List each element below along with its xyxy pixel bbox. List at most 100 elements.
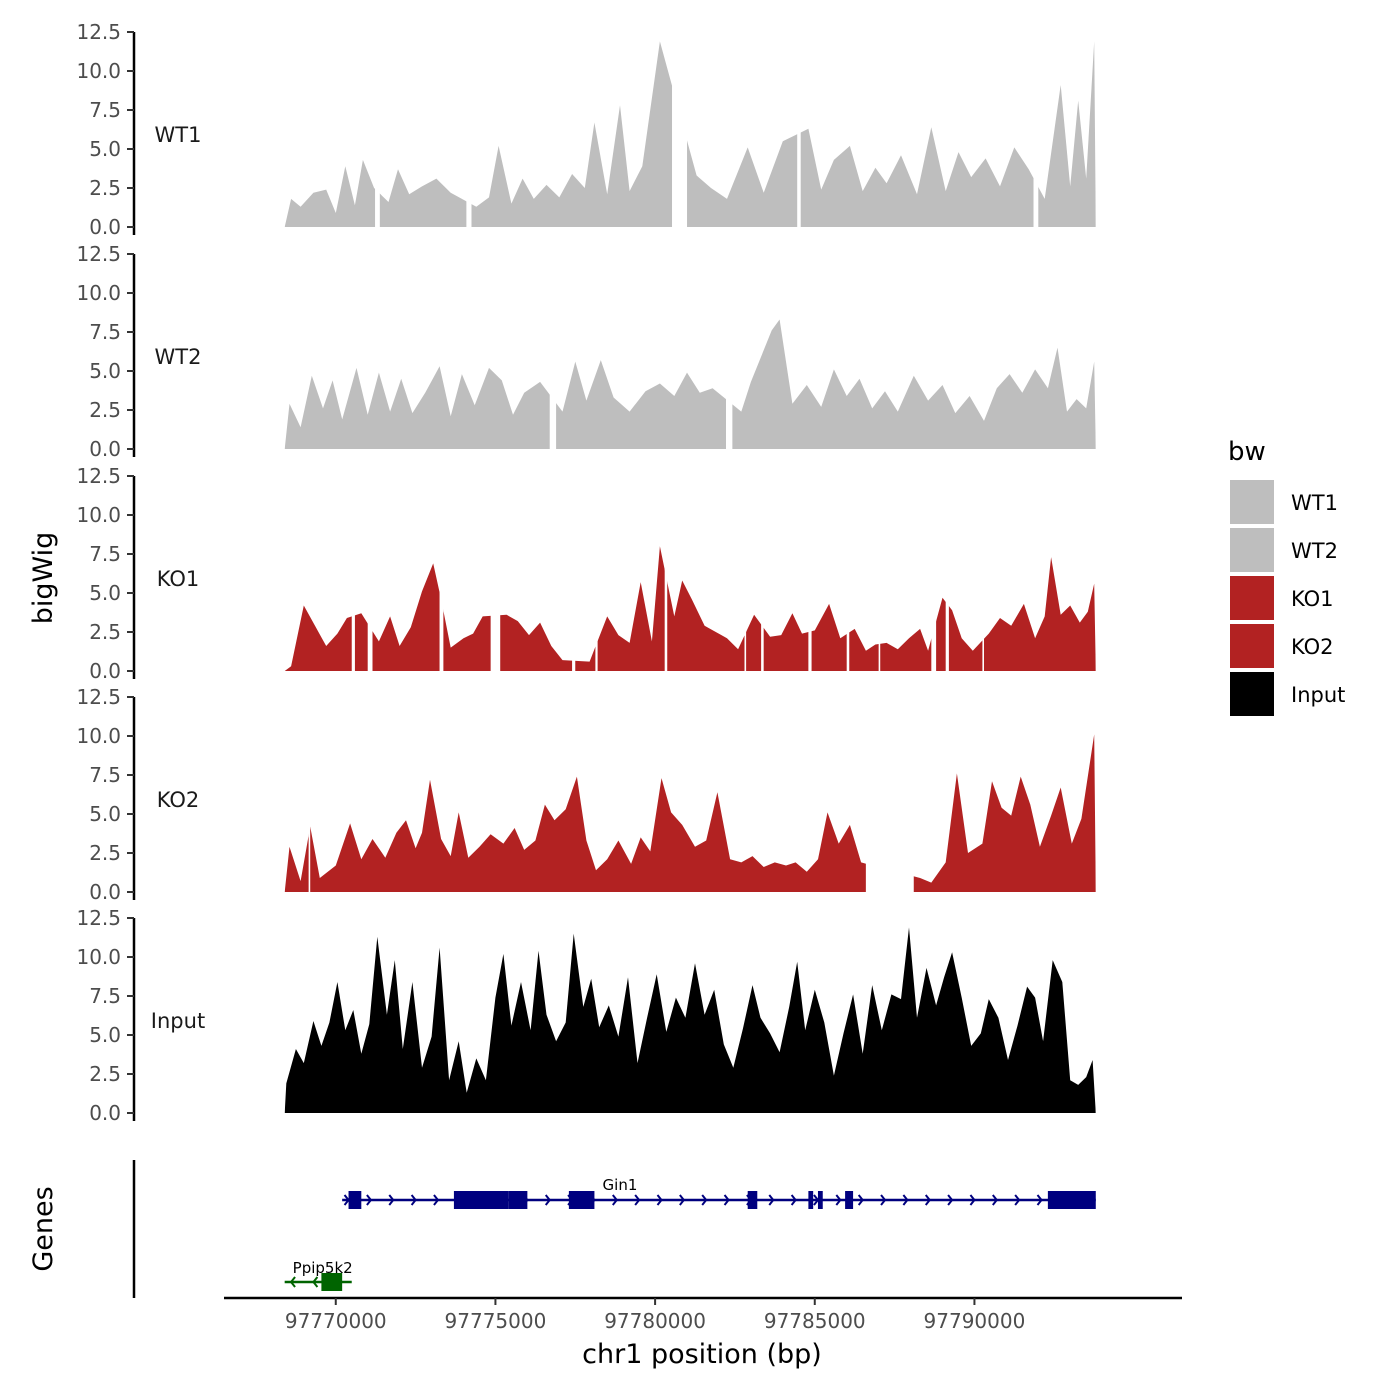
legend-swatch-ko1 (1230, 576, 1274, 620)
legend: bw WT1 WT2 KO1 KO2 Input (1228, 437, 1345, 716)
strand-chevron (924, 1194, 932, 1206)
exon (817, 1191, 823, 1209)
strand-chevron (880, 1194, 887, 1206)
track-wt2: 0.0 2.5 5.0 7.5 10.0 12.5 WT2 (76, 242, 1096, 461)
track-area-wt1 (284, 41, 1096, 227)
strand-chevron (1036, 1194, 1043, 1206)
strand-chevron (1014, 1194, 1021, 1206)
y-tick-label: 7.5 (89, 542, 121, 566)
track-label: Input (151, 1009, 205, 1033)
y-tick-label: 12.5 (76, 464, 121, 488)
strand-chevron (433, 1194, 440, 1206)
y-tick-label: 12.5 (76, 906, 121, 930)
exon (321, 1273, 343, 1291)
genes-layer: Gin1 Ppip5k2 (132, 1160, 1096, 1298)
legend-swatch-input (1230, 672, 1274, 716)
y-tick-label: 0.0 (89, 880, 121, 904)
strand-chevron (790, 1194, 797, 1206)
strand-chevron (388, 1194, 395, 1206)
strand-chevron (366, 1194, 373, 1206)
legend-label-ko1: KO1 (1291, 587, 1334, 611)
gene-ppip5k2: Ppip5k2 (284, 1259, 353, 1291)
y-tick-label: 5.0 (89, 581, 121, 605)
strand-chevron (723, 1194, 730, 1206)
y-tick-label: 10.0 (76, 59, 121, 83)
strand-chevron (312, 1276, 319, 1288)
y-tick-label: 7.5 (89, 320, 121, 344)
x-tick-label: 97780000 (604, 1309, 706, 1333)
x-axis: 97770000 97775000 97780000 97785000 97790000 (224, 1296, 1182, 1333)
y-tick-label: 7.5 (89, 98, 121, 122)
exon (348, 1191, 362, 1209)
track-ko1: 0.0 2.5 5.0 7.5 10.0 12.5 KO1 (76, 464, 1096, 683)
strand-chevron (410, 1194, 417, 1206)
legend-label-wt1: WT1 (1291, 491, 1338, 515)
strand-chevron (768, 1194, 775, 1206)
y-tick-label: 7.5 (89, 763, 121, 787)
track-wt1: 0.0 2.5 5.0 7.5 10.0 12.5 WT1 (76, 20, 1096, 239)
strand-chevron (544, 1194, 552, 1206)
y-tick-label: 0.0 (89, 215, 121, 239)
exon (453, 1191, 509, 1209)
strand-chevron (656, 1194, 663, 1206)
x-tick-label: 97770000 (285, 1309, 387, 1333)
track-area-ko1 (284, 546, 1096, 671)
legend-label-ko2: KO2 (1291, 635, 1334, 659)
exon (747, 1191, 758, 1209)
track-ko2: 0.0 2.5 5.0 7.5 10.0 12.5 KO2 (76, 685, 1096, 904)
strand-chevron (701, 1194, 708, 1206)
legend-swatch-wt2 (1230, 528, 1274, 572)
strand-chevron (902, 1194, 909, 1206)
tracks-layer: 0.0 2.5 5.0 7.5 10.0 12.5 WT1 0.0 2.5 5.0 7.5 10.0 1… (76, 20, 1096, 1125)
strand-chevron (289, 1276, 296, 1288)
y-tick-label: 0.0 (89, 659, 121, 683)
track-label: WT1 (155, 123, 202, 147)
y-tick-label: 2.5 (89, 841, 121, 865)
x-axis-title: chr1 position (bp) (582, 1339, 822, 1370)
y-tick-label: 2.5 (89, 1062, 121, 1086)
x-tick-label: 97785000 (764, 1309, 866, 1333)
y-tick-label: 7.5 (89, 984, 121, 1008)
strand-chevron (835, 1194, 842, 1206)
y-tick-label: 10.0 (76, 503, 121, 527)
exon (1047, 1191, 1096, 1209)
y-tick-label: 10.0 (76, 281, 121, 305)
y-tick-label: 12.5 (76, 242, 121, 266)
y-tick-label: 5.0 (89, 802, 121, 826)
strand-chevron (634, 1194, 641, 1206)
track-input: 0.0 2.5 5.0 7.5 10.0 12.5 Input (76, 906, 1096, 1125)
strand-chevron (992, 1194, 999, 1206)
strand-chevron (679, 1194, 686, 1206)
track-label: WT2 (155, 345, 202, 369)
track-label: KO2 (157, 788, 200, 812)
y-tick-label: 10.0 (76, 945, 121, 969)
strand-chevron (969, 1194, 976, 1206)
track-area-wt2 (284, 319, 1096, 449)
y-tick-label: 0.0 (89, 1101, 121, 1125)
genes-axis-title: Genes (28, 1186, 59, 1271)
legend-swatch-ko2 (1230, 624, 1274, 668)
legend-title: bw (1228, 437, 1266, 467)
legend-swatch-wt1 (1230, 480, 1274, 524)
exon (508, 1191, 528, 1209)
gene-label: Gin1 (603, 1176, 638, 1194)
y-tick-label: 5.0 (89, 137, 121, 161)
y-tick-label: 5.0 (89, 1023, 121, 1047)
y-tick-label: 10.0 (76, 724, 121, 748)
y-tick-label: 2.5 (89, 398, 121, 422)
legend-label-input: Input (1291, 683, 1345, 707)
y-tick-label: 5.0 (89, 359, 121, 383)
track-label: KO1 (157, 567, 200, 591)
y-tick-label: 0.0 (89, 437, 121, 461)
exon (568, 1191, 595, 1209)
gene-label: Ppip5k2 (293, 1259, 353, 1277)
y-tick-label: 2.5 (89, 620, 121, 644)
gene-gin1: Gin1 (342, 1176, 1096, 1209)
x-tick-label: 97790000 (924, 1309, 1026, 1333)
y-tick-label: 12.5 (76, 20, 121, 44)
strand-chevron (947, 1194, 954, 1206)
strand-chevron (857, 1194, 864, 1206)
exon (845, 1191, 854, 1209)
y-tick-label: 2.5 (89, 176, 121, 200)
